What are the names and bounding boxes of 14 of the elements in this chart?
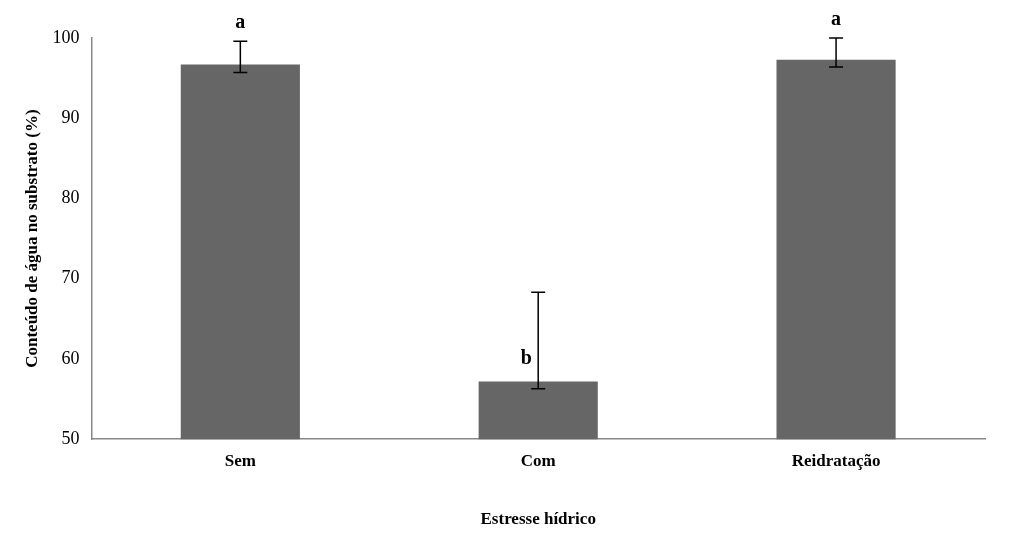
y-tick-label: 100 [52, 26, 80, 47]
x-tick-label: Com [520, 450, 556, 470]
annotation: a [235, 10, 246, 33]
x-tick-label: Reidratação [791, 450, 881, 470]
y-tick-label: 70 [61, 267, 80, 288]
annotation: b [520, 346, 532, 369]
annotation: a [831, 7, 842, 30]
x-axis-title: Estresse hídrico [480, 509, 596, 529]
y-axis-title: Conteúdo de água no substrato (%) [21, 109, 41, 368]
y-tick-label: 80 [61, 187, 80, 208]
y-tick-label: 50 [61, 427, 80, 448]
y-tick-label: 60 [61, 347, 80, 368]
y-tick-label: 90 [61, 106, 80, 127]
x-tick-label: Sem [224, 450, 256, 470]
